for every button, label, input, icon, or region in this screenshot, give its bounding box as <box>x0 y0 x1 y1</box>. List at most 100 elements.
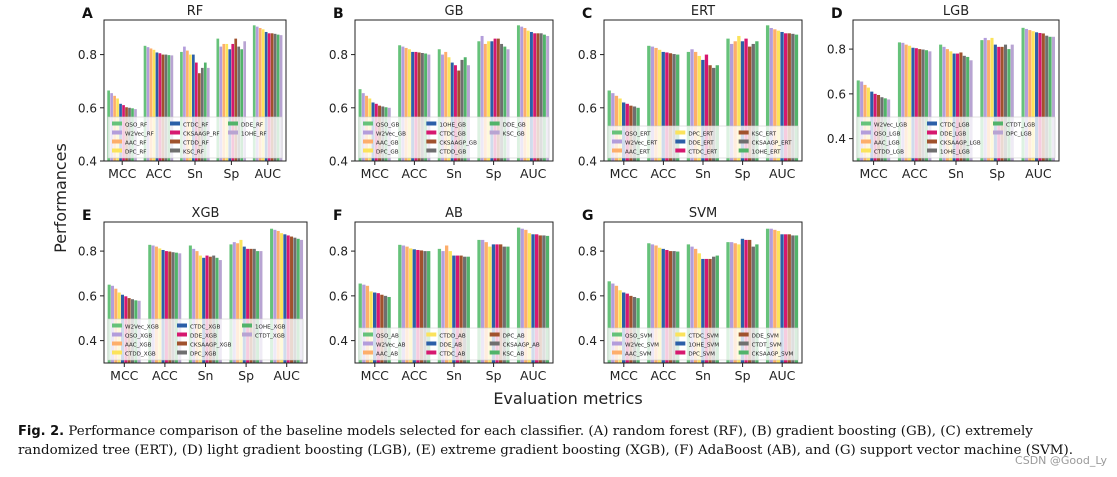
bar-C-KSC_ERT-AUC <box>787 33 791 161</box>
y-tick-label: 0.4 <box>329 334 348 348</box>
bar-C-CTDC_ERT-Sn <box>704 54 709 161</box>
bar-B-CTDD_GB-ACC <box>420 52 424 161</box>
bar-D-1OHE_LGB-Sn <box>962 55 966 162</box>
bar-F-CKSAAGP_AB-Sp <box>502 246 506 363</box>
bar-C-DDE_ERT-AUC <box>780 31 784 161</box>
y-tick-label: 0.8 <box>578 245 597 259</box>
legend-entry: AAC_XGB <box>125 343 152 349</box>
bar-B-1OHE_GB-Sn <box>450 62 454 161</box>
bar-F-DDE_AB-ACC <box>412 249 416 363</box>
x-tick-label: ACC <box>902 166 928 181</box>
bar-B-CTDC_GB-ACC <box>414 51 418 161</box>
bar-C-CTDC_ERT-Sp <box>744 38 748 162</box>
bar-F-DDE_AB-AUC <box>531 234 535 363</box>
bar-D-CTDT_LGB-ACC <box>924 50 929 161</box>
bar-E-QSO_XGB-ACC <box>151 245 155 363</box>
bar-D-W2Vec_LGB-Sp <box>980 40 984 161</box>
legend-swatch <box>738 148 749 153</box>
bar-G-CTDT_SVM-AUC <box>791 235 795 363</box>
y-tick-label: 0.4 <box>827 132 846 146</box>
bar-B-W2Vec_GB-AUC <box>520 26 524 162</box>
legend-entry: AAC_LGB <box>874 141 900 147</box>
legend-swatch <box>993 130 1003 135</box>
x-tick-label: MCC <box>610 368 639 383</box>
bar-E-CTDC_XGB-Sp <box>242 246 246 363</box>
bar-D-W2Vec_LGB-AUC <box>1021 27 1025 161</box>
bar-A-AAC_RF-Sp <box>222 43 226 161</box>
bar-D-CTDT_LGB-Sp <box>1007 49 1011 161</box>
bar-F-CTDC_AB-AUC <box>535 234 539 363</box>
bar-A-W2Vec_RF-AUC <box>255 26 259 162</box>
bar-E-QSO_XGB-Sn <box>192 248 196 363</box>
bar-C-W2Vec_ERT-Sp <box>729 43 734 161</box>
x-tick-label: AUC <box>769 368 796 383</box>
bar-G-CTDC_SVM-MCC <box>618 290 622 363</box>
x-tick-label: ACC <box>651 368 677 383</box>
legend-entry: CTDT_XGB <box>255 334 285 340</box>
legend-swatch <box>612 130 622 135</box>
legend-entry: W2Vec_LGB <box>874 123 907 129</box>
bar-F-QSO_AB-Sn <box>437 248 442 363</box>
bar-C-AAC_ERT-Sn <box>693 51 698 161</box>
bar-C-1OHE_ERT-Sn <box>715 65 719 161</box>
x-tick-label: MCC <box>361 368 390 383</box>
y-tick-label: 0.4 <box>78 334 97 348</box>
bar-D-CTDD_LGB-AUC <box>1031 31 1035 161</box>
legend-box-G <box>607 327 799 361</box>
bar-G-CKSAAGP_SVM-ACC <box>676 251 680 363</box>
legend-entry: CKSAAGP_GB <box>439 141 477 147</box>
bar-D-AAC_LGB-ACC <box>904 44 908 162</box>
bar-C-W2Vec_ERT-ACC <box>650 46 655 161</box>
legend-entry: CTDD_RF <box>183 141 209 147</box>
bar-A-KSC_RF-Sp <box>237 46 241 161</box>
x-tick-label: Sp <box>486 166 502 181</box>
legend-entry: CTDC_GB <box>439 132 466 138</box>
bar-F-AAC_AB-ACC <box>405 246 409 363</box>
bar-F-CTDC_AB-Sp <box>495 244 499 363</box>
bar-F-W2Vec_AB-ACC <box>401 245 406 363</box>
bar-D-CTDD_LGB-Sn <box>949 51 953 161</box>
bar-B-1OHE_GB-ACC <box>411 51 415 161</box>
panel-A: 0.4 0.6 0.8 MCC ACC Sn Sp AUC RF A QSO_RF W2Vec_RF A… <box>78 4 287 181</box>
bar-B-DDE_GB-ACC <box>424 53 428 161</box>
bar-B-DDE_GB-Sn <box>463 57 467 161</box>
legend-swatch <box>675 139 686 144</box>
x-tick-label: ACC <box>402 368 428 383</box>
legend-entry: DDE_RF <box>241 123 263 129</box>
bar-C-QSO_ERT-ACC <box>647 45 651 162</box>
legend-swatch <box>612 341 622 346</box>
legend-entry: CTDC_RF <box>183 123 208 129</box>
bar-B-KSC_GB-Sp <box>506 49 510 162</box>
legend-swatch <box>675 148 686 153</box>
bar-E-1OHE_XGB-ACC <box>174 252 178 363</box>
bar-E-DPC_XGB-AUC <box>293 237 297 363</box>
bar-A-QSO_RF-AUC <box>252 25 256 161</box>
legend-entry: 1OHE_RF <box>241 132 267 138</box>
bar-C-CKSAAGP_ERT-Sp <box>751 43 755 161</box>
legend-entry: W2Vec_AB <box>376 343 406 349</box>
bar-D-1OHE_LGB-Sp <box>1003 44 1008 162</box>
panel-title-B: GB <box>445 4 464 19</box>
legend-swatch <box>993 121 1003 126</box>
bar-E-CKSAAGP_XGB-ACC <box>168 251 172 363</box>
panel-letter-C: C <box>582 6 592 22</box>
legend-box-F <box>358 327 550 361</box>
bar-E-DPC_XGB-Sn <box>212 255 216 363</box>
legend-entry: DPC_RF <box>125 150 147 156</box>
panel-C: 0.4 0.6 0.8 MCC ACC Sn Sp AUC ERT C QSO_ERT W2Vec_E… <box>578 4 803 181</box>
legend-swatch <box>363 332 373 337</box>
x-tick-label: Sn <box>446 166 462 181</box>
bar-F-CKSAAGP_AB-AUC <box>542 235 546 363</box>
bar-D-CTDC_LGB-Sp <box>993 44 997 162</box>
x-tick-label: AUC <box>1025 166 1052 181</box>
panel-letter-G: G <box>582 208 594 224</box>
bar-G-DPC_SVM-Sn <box>704 258 709 363</box>
bar-G-1OHE_SVM-Sn <box>701 258 705 363</box>
legend-entry: CTDD_LGB <box>874 150 904 156</box>
legend-swatch <box>675 350 686 355</box>
bar-A-KSC_RF-ACC <box>164 54 168 161</box>
legend-swatch <box>177 332 187 337</box>
bar-G-CTDT_SVM-Sp <box>751 246 755 363</box>
bar-A-CKSAAGP_RF-Sn <box>195 62 198 161</box>
y-tick-label: 0.8 <box>329 245 348 259</box>
